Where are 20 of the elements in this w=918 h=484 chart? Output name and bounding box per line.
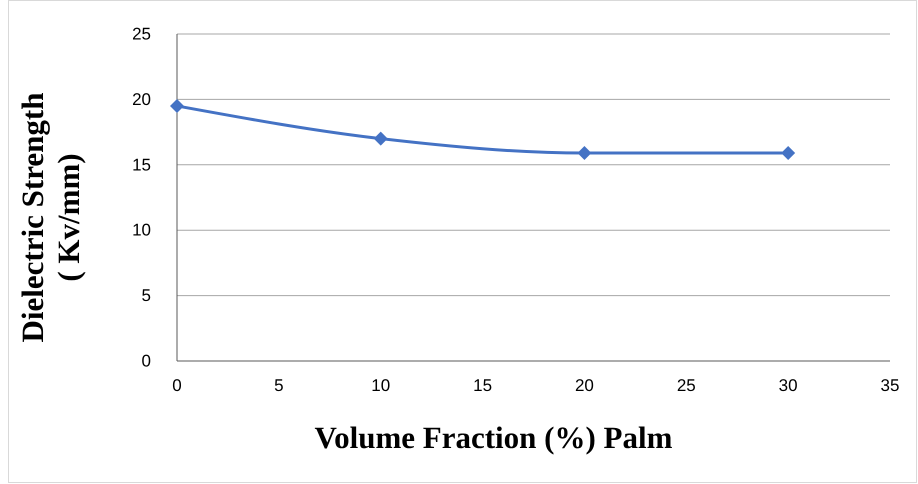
point [374,132,388,146]
y-tick-label: 10 [132,220,151,240]
point [577,146,592,160]
point [781,146,796,160]
x-tick-label: 20 [574,376,594,395]
x-tick-label: 25 [676,376,696,395]
y-tick-label: 5 [142,286,151,306]
point [170,98,184,113]
x-tick-label: 10 [371,376,390,395]
y-tick-label: 0 [142,352,151,370]
x-tick-label: 5 [274,376,284,395]
y-axis-title: Dielectric Strength ( Kv/mm) [15,92,86,342]
x-tick-label: 35 [880,376,900,395]
x-tick-label: 15 [473,376,492,395]
y-tick-label: 25 [132,24,151,44]
x-tick-label: 0 [172,376,182,395]
x-tick-label: 30 [778,376,798,395]
y-tick-label: 20 [132,90,151,109]
x-axis-title: Volume Fraction (%) Palm [314,420,673,455]
y-tick-label: 15 [132,155,151,174]
